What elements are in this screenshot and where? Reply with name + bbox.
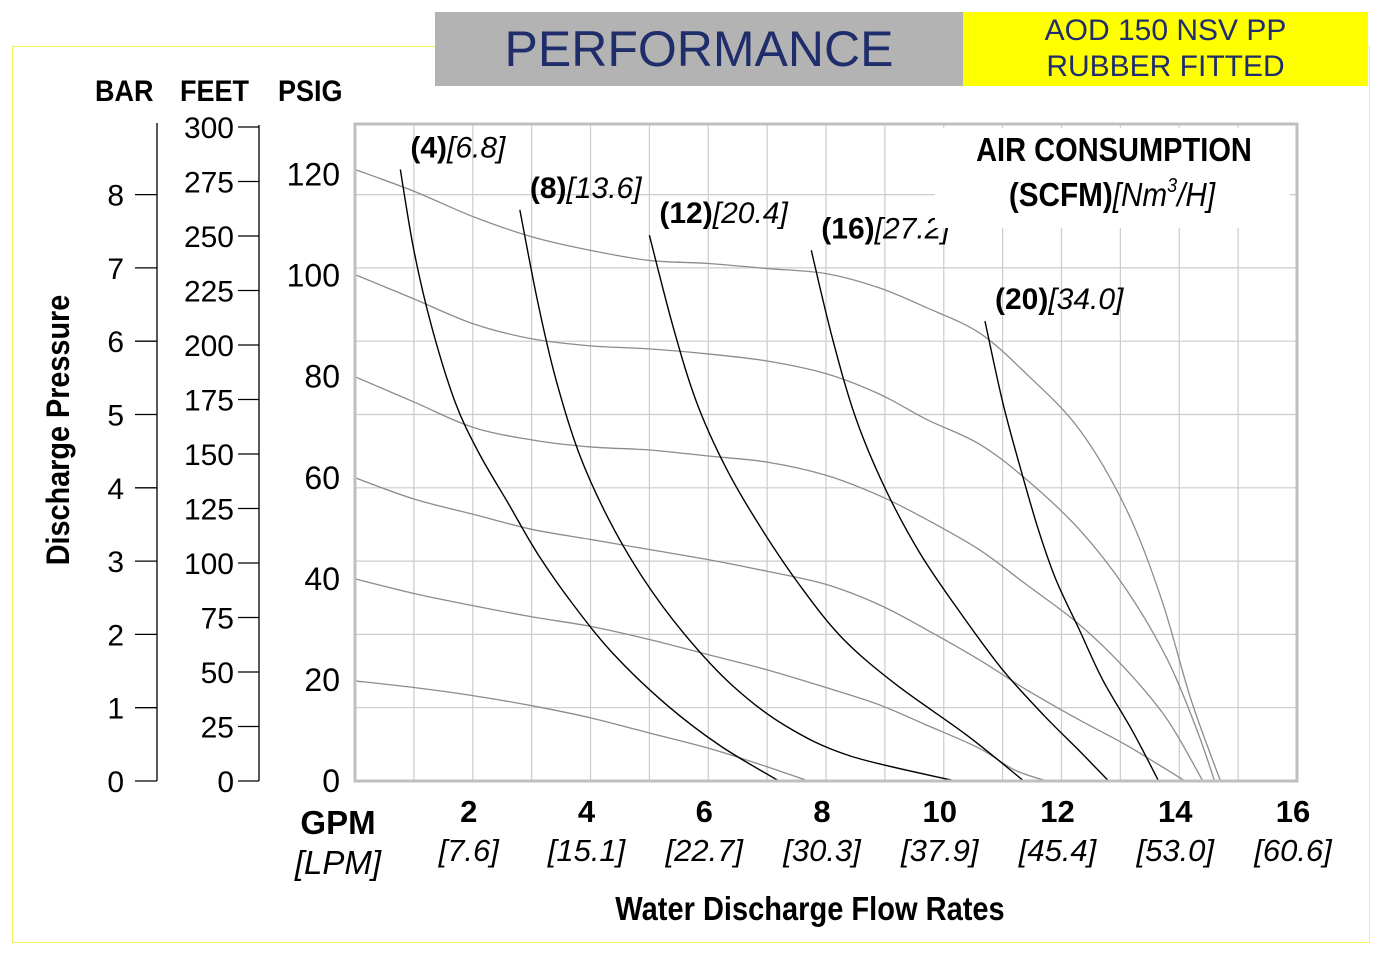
x-tick-gpm: 4 [578, 794, 596, 829]
x-tick-lpm: [53.0] [1135, 833, 1215, 868]
air-curve-label: (12)[20.4] [659, 197, 788, 230]
page-title: PERFORMANCE [504, 21, 894, 77]
air-curve-scfm: (8) [530, 172, 567, 205]
air-curve-label: (16)[27.2] [821, 212, 950, 245]
pressure-curve-40psig [354, 578, 1047, 782]
model-fitting: RUBBER FITTED [1046, 50, 1285, 83]
air-curve-label: (20)[34.0] [995, 283, 1124, 316]
y-header-feet: FEET [180, 75, 249, 109]
x-tick-gpm: 8 [813, 794, 830, 829]
feet-tick-label: 100 [184, 548, 234, 581]
y-axis-title: Discharge Pressure [41, 295, 77, 566]
legend-backdrop [935, 128, 1290, 228]
unit-nm: [Nm [1112, 177, 1167, 214]
air-curve-nm3h: [13.6] [566, 172, 643, 205]
pressure-curve-80psig [354, 376, 1204, 782]
bar-tick-label: 0 [107, 766, 124, 799]
psig-tick-label: 120 [287, 157, 340, 193]
x-tick-gpm: 16 [1276, 794, 1310, 829]
psig-tick-label: 80 [304, 359, 340, 395]
bar-tick-label: 3 [107, 546, 124, 579]
feet-tick-label: 125 [184, 494, 234, 527]
psig-tick-label: 20 [304, 662, 340, 698]
air-curve-label: (8)[13.6] [530, 172, 642, 205]
grid [355, 124, 1297, 781]
air-curve-nm3h: [34.0] [1047, 283, 1124, 316]
curves: (4)[6.8] (8)[13.6] (12)[20.4] (16)[27.2] (20… [354, 131, 1222, 782]
x-tick-gpm: 6 [696, 794, 713, 829]
feet-tick-label: 50 [201, 657, 234, 690]
air-curve-scfm: (20) [995, 283, 1048, 316]
feet-tick-label: 200 [184, 330, 234, 363]
feet-tick-label: 75 [201, 603, 234, 636]
x-unit-gpm: GPM [300, 804, 375, 841]
air-curve-4 [984, 320, 1160, 782]
x-tick-lpm: [45.4] [1018, 833, 1098, 868]
air-consumption-unit: (SCFM)[Nm3/H] [1009, 175, 1216, 213]
axes: 0123456780255075100125150175200225250275… [107, 112, 1333, 868]
feet-tick-label: 0 [217, 766, 234, 799]
feet-tick-label: 300 [184, 112, 234, 145]
feet-tick-label: 175 [184, 385, 234, 418]
model-name: AOD 150 NSV PP [1044, 14, 1287, 47]
model-banner: AOD 150 NSV PP RUBBER FITTED [963, 12, 1368, 86]
unit-scfm: (SCFM) [1009, 177, 1113, 214]
air-curve-label: (4)[6.8] [410, 131, 506, 164]
air-curve-0 [399, 169, 780, 782]
air-curve-nm3h: [6.8] [446, 131, 506, 164]
bar-tick-label: 2 [107, 619, 124, 652]
psig-tick-label: 40 [304, 561, 340, 597]
air-consumption-title: AIR CONSUMPTION [976, 131, 1252, 168]
air-curve-2 [648, 235, 1025, 782]
x-tick-lpm: [15.1] [547, 833, 627, 868]
x-tick-lpm: [60.6] [1253, 833, 1333, 868]
feet-tick-label: 250 [184, 221, 234, 254]
x-tick-gpm: 12 [1040, 794, 1074, 829]
unit-h: /H] [1175, 177, 1216, 214]
x-tick-lpm: [22.7] [664, 833, 744, 868]
psig-tick-label: 100 [287, 258, 340, 294]
bar-tick-label: 4 [107, 473, 124, 506]
air-curve-scfm: (12) [659, 197, 712, 230]
bar-tick-label: 1 [107, 693, 124, 726]
x-tick-lpm: [37.9] [900, 833, 980, 868]
air-curve-scfm: (4) [410, 131, 447, 164]
air-curve-scfm: (16) [821, 212, 874, 245]
x-tick-gpm: 2 [460, 794, 477, 829]
bar-tick-label: 6 [107, 326, 124, 359]
psig-tick-label: 0 [322, 763, 340, 799]
x-tick-gpm: 14 [1158, 794, 1193, 829]
bar-tick-label: 8 [107, 180, 124, 213]
air-curve-1 [519, 209, 956, 782]
x-tick-lpm: [7.6] [438, 833, 501, 868]
x-tick-lpm: [30.3] [782, 833, 862, 868]
y-header-psig: PSIG [278, 75, 342, 109]
plot-area-frame [353, 122, 1299, 783]
feet-tick-label: 150 [184, 439, 234, 472]
feet-tick-label: 275 [184, 167, 234, 200]
pressure-curve-60psig [354, 477, 1186, 782]
x-tick-gpm: 10 [923, 794, 957, 829]
bar-tick-label: 5 [107, 400, 124, 433]
pressure-curve-120psig [354, 168, 1222, 782]
labels: BAR FEET PSIG Discharge Pressure GPM [LP… [41, 75, 1290, 927]
title-banner: PERFORMANCE [435, 12, 963, 86]
y-header-bar: BAR [95, 75, 154, 109]
air-curve-nm3h: [20.4] [712, 197, 789, 230]
x-unit-lpm: [LPM] [294, 844, 382, 881]
feet-tick-label: 25 [201, 712, 234, 745]
pressure-curve-20psig [354, 680, 809, 782]
feet-tick-label: 225 [184, 276, 234, 309]
psig-tick-label: 60 [304, 460, 340, 496]
air-curve-3 [810, 250, 1110, 782]
pressure-curve-100psig [354, 274, 1216, 782]
x-axis-title: Water Discharge Flow Rates [615, 890, 1004, 927]
unit-sup: 3 [1167, 175, 1177, 197]
bar-tick-label: 7 [107, 253, 124, 286]
